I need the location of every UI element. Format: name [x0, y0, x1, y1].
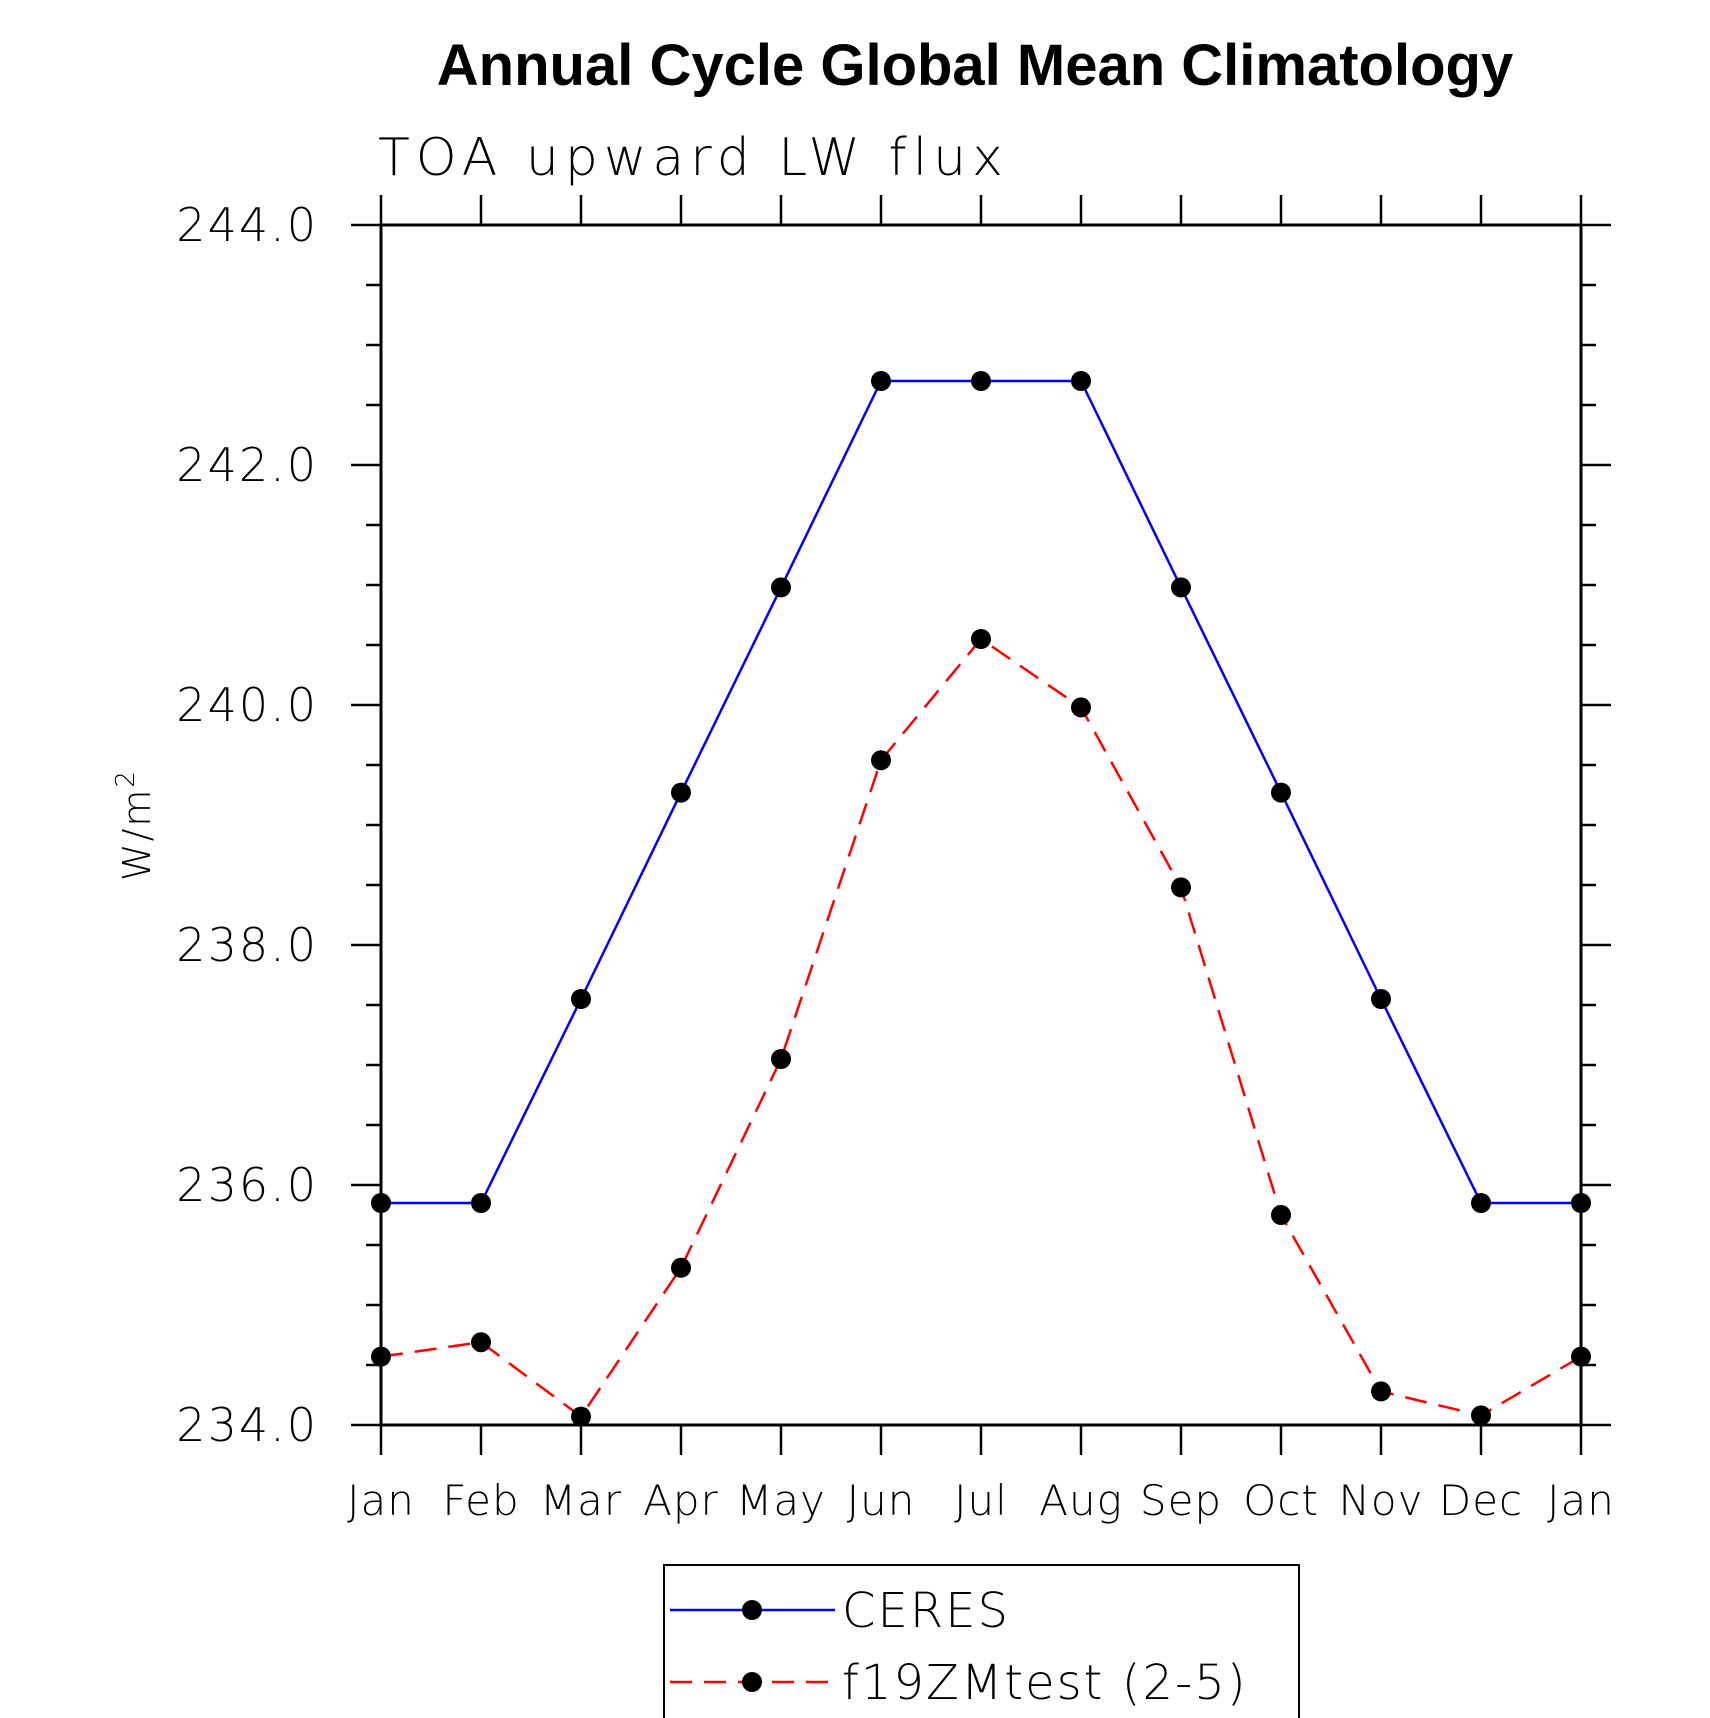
- legend-label-1: f19ZMtest (2-5): [842, 1655, 1248, 1711]
- x-tick-label: Nov: [1339, 1476, 1424, 1525]
- series-1-point: [771, 1049, 791, 1069]
- series-0-point: [1371, 989, 1391, 1009]
- series-line-0: [381, 379, 1581, 1205]
- series-0-point: [771, 577, 791, 598]
- chart-subtitle: TOA upward LW flux: [378, 128, 1009, 188]
- x-tick-label: Dec: [1439, 1476, 1523, 1525]
- series-0-point: [471, 1193, 491, 1213]
- series-0-point: [371, 1193, 391, 1213]
- y-axis-tick-labels: 234.0 236.0 238.0 240.0 242.0 244.0: [176, 198, 318, 1452]
- series-0-point: [571, 989, 591, 1009]
- y-tick-label: 240.0: [176, 678, 318, 732]
- series-0-point: [1471, 1193, 1491, 1213]
- series-0-point: [871, 371, 891, 391]
- y-tick-label: 238.0: [176, 918, 318, 972]
- x-tick-label: Apr: [643, 1476, 719, 1525]
- plot-border: [379, 223, 1583, 1427]
- plot-frame: [379, 223, 1583, 1427]
- x-axis-ticks: [379, 195, 1583, 1455]
- x-tick-label: Jul: [954, 1476, 1008, 1525]
- y-axis-label-text: W/m: [115, 788, 159, 881]
- legend-items: CERES f19ZMtest (2-5): [670, 1583, 1248, 1711]
- series-1-point: [1471, 1405, 1491, 1426]
- y-tick-label: 234.0: [176, 1398, 318, 1452]
- series-1-point: [1071, 697, 1091, 718]
- series-0-point: [1271, 782, 1291, 803]
- legend-label-0: CERES: [842, 1583, 1010, 1639]
- legend-marker-1: [742, 1672, 762, 1692]
- x-tick-label: Sep: [1140, 1476, 1222, 1525]
- series-1-point: [571, 1406, 591, 1427]
- y-axis-label-superscript: 2: [111, 769, 141, 788]
- series-1-point: [1171, 877, 1191, 898]
- series-1-point: [1371, 1381, 1391, 1402]
- x-tick-label: Aug: [1039, 1476, 1123, 1525]
- series-0-point: [971, 371, 991, 391]
- series-0-point: [1571, 1193, 1591, 1213]
- y-tick-label: 242.0: [176, 438, 318, 492]
- legend: CERES f19ZMtest (2-5): [663, 1564, 1300, 1718]
- x-tick-label: Jan: [347, 1476, 415, 1525]
- series-layer: [371, 371, 1591, 1427]
- legend-marker-0: [742, 1600, 762, 1620]
- x-tick-label: Jun: [847, 1476, 916, 1525]
- series-0-point: [1171, 577, 1191, 598]
- x-tick-label: Jan: [1547, 1476, 1615, 1525]
- y-tick-label: 244.0: [176, 198, 318, 252]
- series-0-point: [1071, 371, 1091, 391]
- series-1-point: [371, 1346, 391, 1367]
- y-axis-label: W/m2: [111, 769, 159, 881]
- series-1-point: [971, 629, 991, 649]
- series-1-point: [671, 1257, 691, 1278]
- series-line-1: [380, 637, 1582, 1419]
- series-1-point: [471, 1332, 491, 1353]
- series-1-point: [871, 750, 891, 771]
- x-tick-label: Oct: [1243, 1476, 1319, 1525]
- legend-box: [663, 1564, 1300, 1718]
- series-0-point: [671, 782, 691, 803]
- chart-title: Annual Cycle Global Mean Climatology: [437, 33, 1513, 98]
- y-tick-label: 236.0: [176, 1158, 318, 1212]
- x-axis-tick-labels: Jan Feb Mar Apr May Jun Jul Aug Sep Oct Nov Dec Jan: [347, 1476, 1615, 1525]
- y-axis-ticks: [351, 223, 1611, 1427]
- series-1-point: [1271, 1205, 1291, 1225]
- x-tick-label: May: [736, 1476, 826, 1525]
- x-tick-label: Mar: [540, 1476, 622, 1525]
- series-1-point: [1571, 1346, 1591, 1367]
- x-tick-label: Feb: [442, 1476, 519, 1525]
- svg-text:W/m2: W/m2: [111, 769, 159, 881]
